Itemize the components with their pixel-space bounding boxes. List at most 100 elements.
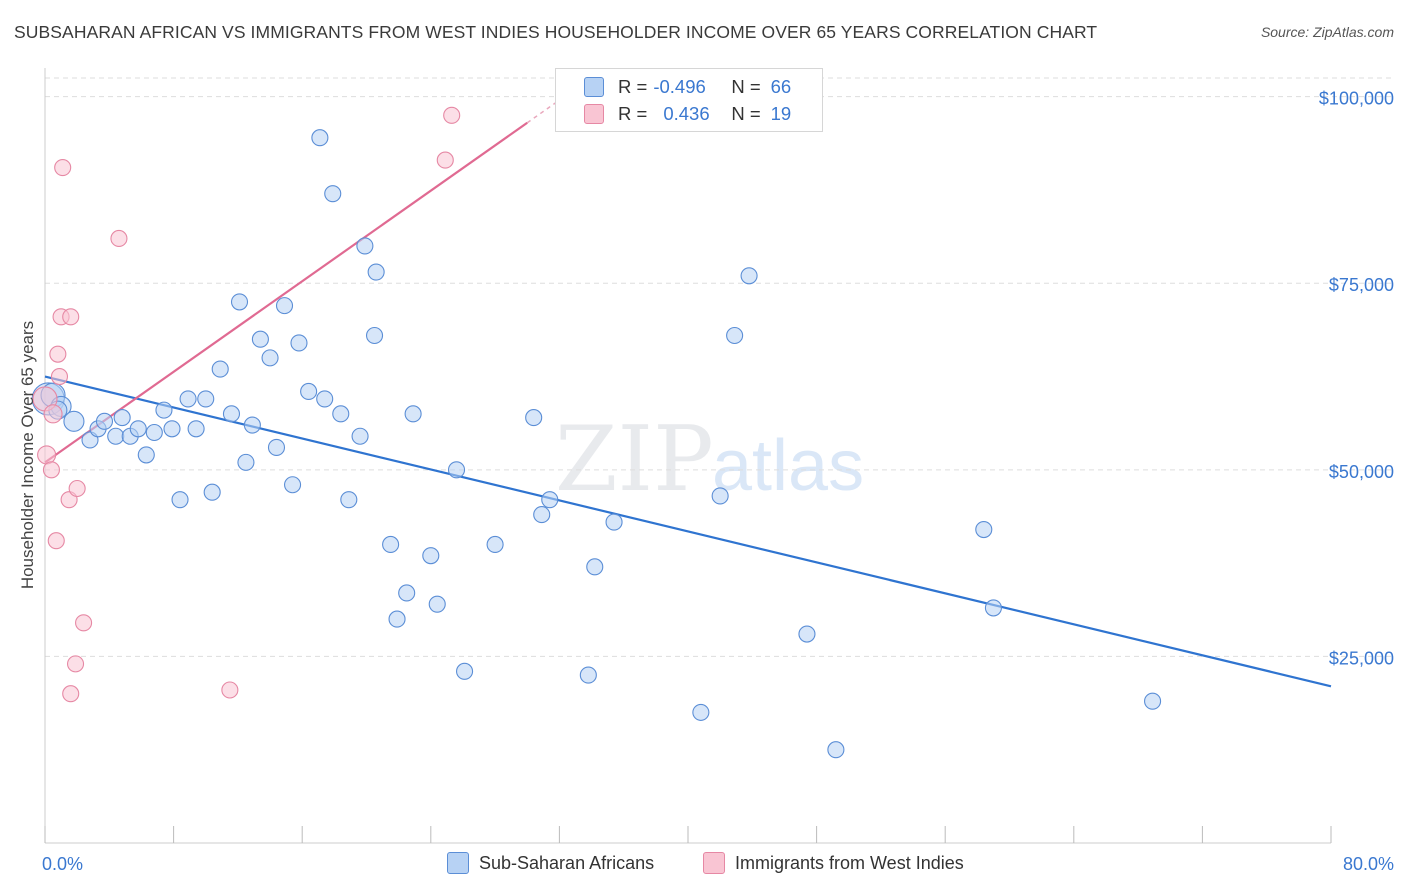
data-point-blue [428, 595, 446, 613]
data-point-blue [340, 491, 358, 509]
data-point-pink [221, 681, 239, 699]
data-point-blue [222, 405, 241, 423]
stat-r-value-pink: 0.436 [663, 103, 710, 124]
legend-swatch-blue [447, 852, 469, 874]
stat-r-label-pink: R = [618, 103, 648, 124]
data-point-pink [37, 445, 57, 465]
series-legend: Sub-Saharan Africans Immigrants from Wes… [0, 852, 1406, 876]
data-point-blue [230, 293, 249, 311]
data-point-blue [251, 330, 269, 348]
data-points [31, 106, 1162, 759]
data-point-blue [113, 409, 131, 427]
data-point-pink [66, 655, 85, 673]
legend-label-blue: Sub-Saharan Africans [479, 852, 655, 873]
data-point-pink [110, 229, 128, 248]
data-point-blue [711, 487, 729, 505]
data-point-blue [63, 410, 85, 432]
chart-title: SUBSAHARAN AFRICAN VS IMMIGRANTS FROM WE… [14, 22, 1098, 42]
stat-n-label-blue: N = [731, 76, 761, 97]
x-tick-label-min: 0.0% [42, 854, 83, 874]
data-point-blue [827, 741, 845, 759]
data-point-blue [740, 267, 758, 285]
data-point-blue [356, 237, 374, 255]
legend-swatch-pink [703, 852, 725, 874]
data-point-blue [290, 334, 308, 352]
data-point-blue [541, 491, 559, 509]
data-point-blue [365, 326, 384, 345]
data-point-blue [137, 446, 155, 464]
data-point-blue [351, 427, 369, 445]
gridlines [45, 77, 1394, 657]
data-point-blue [447, 461, 466, 479]
data-point-pink [62, 685, 80, 703]
data-point-blue [975, 520, 993, 539]
correlation-legend: R = -0.496 N = 66 R = 0.436 N = 19 [555, 68, 823, 132]
data-point-blue [179, 390, 197, 408]
y-tick-label: $75,000 [1329, 275, 1394, 295]
data-point-blue [456, 662, 474, 680]
stat-row-pink: R = 0.436 N = 19 [584, 101, 791, 127]
data-point-blue [311, 129, 329, 147]
data-point-pink [75, 614, 93, 632]
legend-item-blue[interactable]: Sub-Saharan Africans [447, 852, 654, 874]
data-point-blue [388, 610, 406, 628]
legend-label-pink: Immigrants from West Indies [735, 852, 964, 873]
data-point-blue [1144, 692, 1162, 710]
data-point-blue [203, 483, 221, 501]
data-point-blue [107, 427, 125, 445]
data-point-blue [692, 703, 710, 721]
data-point-blue [382, 535, 400, 554]
stat-n-label-pink: N = [731, 103, 761, 124]
data-point-blue [422, 547, 440, 565]
data-point-blue [155, 401, 173, 419]
data-point-pink [50, 367, 69, 386]
data-point-blue [171, 491, 189, 509]
legend-item-pink[interactable]: Immigrants from West Indies [703, 852, 964, 874]
data-point-pink [42, 461, 60, 479]
data-point-blue [533, 506, 551, 524]
data-point-blue [586, 558, 604, 576]
data-point-blue [237, 453, 255, 471]
data-point-blue [324, 185, 342, 203]
data-point-blue [332, 405, 350, 423]
y-tick-label: $25,000 [1329, 648, 1394, 668]
stat-n-value-pink: 19 [770, 103, 792, 124]
watermark-zip: ZIP [555, 407, 714, 512]
data-point-blue [267, 438, 286, 456]
y-tick-label: $50,000 [1329, 462, 1394, 482]
data-point-blue [145, 423, 163, 442]
x-tick-label-max: 80.0% [1343, 854, 1394, 874]
data-point-blue [367, 263, 385, 281]
stat-r-label-blue: R = [618, 76, 648, 97]
y-axis-label: Householder Income Over 65 years [18, 320, 37, 590]
data-point-pink [47, 532, 65, 550]
data-point-blue [486, 535, 504, 554]
data-point-blue [211, 360, 229, 378]
data-point-pink [443, 106, 461, 124]
data-point-blue [404, 405, 422, 423]
data-point-blue [275, 297, 294, 315]
data-point-pink [49, 345, 67, 363]
data-point-blue [261, 349, 279, 367]
data-point-blue [525, 409, 543, 427]
data-point-blue [579, 666, 597, 684]
data-point-pink [436, 151, 454, 169]
data-point-blue [605, 513, 623, 531]
data-point-blue [726, 326, 744, 345]
data-point-blue [798, 625, 816, 643]
watermark-atlas: atlas [712, 426, 864, 506]
trend-lines [44, 79, 1332, 688]
data-point-blue [129, 420, 147, 438]
data-point-blue [984, 599, 1002, 617]
y-tick-label: $100,000 [1319, 89, 1394, 109]
data-point-pink [43, 404, 63, 424]
data-point-blue [398, 584, 416, 602]
data-point-blue [243, 416, 261, 434]
data-point-blue [95, 412, 114, 430]
data-point-blue [187, 420, 205, 438]
data-point-pink [62, 308, 80, 326]
data-point-blue [197, 390, 215, 408]
data-point-blue [316, 390, 334, 408]
